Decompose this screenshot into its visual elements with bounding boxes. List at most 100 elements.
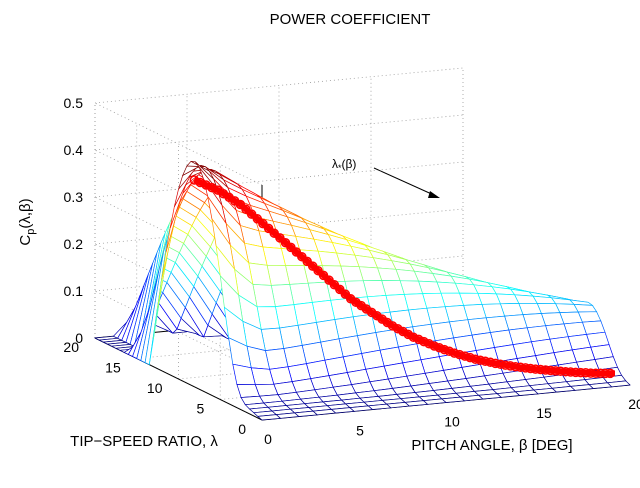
optimal-curve-point [449,348,460,358]
svg-text:Cp(λ,β): Cp(λ,β) [17,198,37,245]
optimal-curve-point [424,339,434,349]
x-tick-label: 15 [536,405,552,421]
optimal-curve-point [570,367,581,378]
optimal-curve-point [269,228,279,238]
svg-text:λ*(β): λ*(β) [332,157,356,173]
x-tick-label: 5 [356,422,364,438]
optimal-curve-point [340,289,351,299]
z-axis-label-main: C [17,235,34,246]
optimal-curve-point [280,237,291,248]
optimal-curve-point [510,361,521,372]
optimal-curve-point [307,261,318,271]
optimal-curve-point [595,368,606,379]
optimal-curve-point [460,351,470,361]
optimal-curve-point [470,354,481,364]
y-axis-label: TIP−SPEED RATIO, λ [70,433,218,450]
y-tick-label: 15 [105,360,121,376]
optimal-curve-point [275,233,285,243]
optimal-curve-point [444,346,455,357]
optimal-curve-point [454,349,465,360]
optimal-curve-point [335,284,345,295]
optimal-curve-point [252,214,263,224]
surface-cell [236,384,260,398]
optimal-curve-point [590,368,601,379]
optimal-curve-point [485,357,496,368]
optimal-curve-point [439,344,450,355]
optimal-curve-point [545,365,556,376]
z-tick-label: 0.5 [64,95,84,111]
optimal-curve-point [575,367,586,378]
x-tick-label: 0 [264,431,272,447]
optimal-curve [189,175,616,379]
optimal-curve-point [246,209,257,219]
optimal-curve-point [398,326,408,337]
optimal-curve-point [286,242,296,253]
optimal-curve-point [408,332,419,342]
y-tick-label: 0 [238,421,246,437]
optimal-curve-point [201,180,211,190]
optimal-curve-point [241,204,251,215]
annotation-sub: * [338,163,342,173]
optimal-curve-point [393,323,403,334]
optimal-curve-point [600,368,611,379]
optimal-curve-point [505,361,516,371]
optimal-curve-point [263,223,274,234]
optimal-curve-point [235,199,246,210]
x-tick-label: 20 [628,396,640,412]
annotation-arrowhead [428,191,440,198]
optimal-curve-point [555,366,566,377]
optimal-curve-point [585,368,596,378]
grid-line-z [94,102,263,186]
optimal-curve-point [297,251,307,262]
optimal-curve-point [313,265,323,276]
optimal-curve-point [525,363,536,374]
optimal-curve-point [387,321,398,331]
z-axis-label-args: (λ,β) [17,198,34,228]
optimal-curve-point [318,270,329,281]
grid-line-z [94,161,464,198]
curve-annotation: λ*(β) [332,157,440,198]
z-tick-label: 0.1 [64,283,84,299]
optimal-curve-point [413,334,424,345]
y-tick-label: 20 [63,339,79,355]
optimal-curve-point [207,182,217,193]
z-axis-label: Cp(λ,β) [17,198,37,245]
annotation-arrow-line [373,167,437,197]
surface-cell [256,414,282,421]
optimal-curve-point [605,368,615,379]
z-tick-label: 0.4 [64,142,84,158]
optimal-curve-point [580,368,591,378]
optimal-curve-point [465,352,475,363]
optimal-curve-point [565,367,576,377]
y-tick-label: 10 [147,380,163,396]
optimal-curve-point [515,362,526,373]
optimal-curve-point [419,336,429,347]
optimal-curve-point [302,256,312,267]
x-tick-label: 10 [444,414,460,430]
optimal-curve-point [403,329,413,340]
optimal-curve-point [495,359,506,369]
optimal-curve-point [500,360,511,370]
x-axis-label: PITCH ANGLE, β [DEG] [411,437,572,454]
optimal-curve-point [329,280,340,290]
optimal-curve-point [189,175,200,185]
optimal-curve-point [195,177,205,188]
chart-title: POWER COEFFICIENT [270,11,431,28]
surface-mesh [93,160,631,421]
optimal-curve-point [520,363,531,373]
z-tick-label: 0.2 [64,236,84,252]
z-axis-label-sub: p [25,229,37,235]
optimal-curve-point [291,247,302,257]
grid-line-z [94,67,464,104]
optimal-curve-point [490,358,501,369]
optimal-curve-point [560,366,571,377]
optimal-curve-point [324,275,334,285]
optimal-curve-point [434,343,445,353]
optimal-curve-point [540,365,551,375]
optimal-curve-point [550,366,561,376]
optimal-curve-point [530,364,541,374]
optimal-curve-point [258,218,268,229]
